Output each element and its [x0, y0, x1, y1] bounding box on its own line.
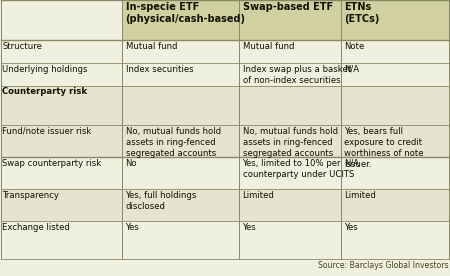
Bar — [1, 221, 122, 259]
Text: Index swap plus a basket
of non-index securities: Index swap plus a basket of non-index se… — [243, 65, 351, 85]
Bar — [341, 0, 449, 40]
Text: Exchange listed: Exchange listed — [2, 223, 70, 232]
Text: No, mutual funds hold
assets in ring-fenced
segregated accounts: No, mutual funds hold assets in ring-fen… — [243, 127, 338, 158]
Text: Limited: Limited — [344, 191, 376, 200]
Text: Yes: Yes — [344, 223, 358, 232]
Bar — [239, 125, 341, 157]
Bar — [239, 189, 341, 221]
Bar — [122, 63, 239, 86]
Text: Counterparty risk: Counterparty risk — [2, 87, 88, 97]
Text: Underlying holdings: Underlying holdings — [2, 65, 88, 74]
Bar — [122, 157, 239, 189]
Bar — [122, 125, 239, 157]
Text: No: No — [126, 159, 137, 168]
Text: Yes, bears full
exposure to credit
worthiness of note
issuer.: Yes, bears full exposure to credit worth… — [344, 127, 424, 169]
Text: Yes, full holdings
disclosed: Yes, full holdings disclosed — [126, 191, 197, 211]
Bar — [341, 157, 449, 189]
Text: Index securities: Index securities — [126, 65, 193, 74]
Bar — [239, 0, 341, 40]
Bar — [1, 125, 122, 157]
Text: Mutual fund: Mutual fund — [243, 42, 294, 51]
Text: ETNs
(ETCs): ETNs (ETCs) — [344, 2, 380, 24]
Bar — [239, 221, 341, 259]
Bar — [341, 40, 449, 63]
Bar — [239, 157, 341, 189]
Bar — [1, 189, 122, 221]
Text: Swap-based ETF: Swap-based ETF — [243, 2, 333, 12]
Text: Limited: Limited — [243, 191, 274, 200]
Text: N/A: N/A — [344, 159, 360, 168]
Bar — [122, 189, 239, 221]
Text: Yes, limited to 10% per
counterparty under UCITS: Yes, limited to 10% per counterparty und… — [243, 159, 354, 179]
Text: Structure: Structure — [2, 42, 42, 51]
Bar — [122, 40, 239, 63]
Text: N/A: N/A — [344, 65, 360, 74]
Bar — [1, 86, 122, 125]
Text: Swap counterparty risk: Swap counterparty risk — [2, 159, 102, 168]
Bar — [122, 221, 239, 259]
Text: Yes: Yes — [126, 223, 140, 232]
Bar — [341, 189, 449, 221]
Text: No, mutual funds hold
assets in ring-fenced
segregated accounts: No, mutual funds hold assets in ring-fen… — [126, 127, 220, 158]
Bar — [341, 125, 449, 157]
Text: Mutual fund: Mutual fund — [126, 42, 177, 51]
Bar — [341, 86, 449, 125]
Bar — [1, 259, 449, 276]
Bar — [239, 40, 341, 63]
Bar — [341, 63, 449, 86]
Text: In-specie ETF
(physical/cash-based): In-specie ETF (physical/cash-based) — [126, 2, 246, 24]
Text: Fund/note issuer risk: Fund/note issuer risk — [2, 127, 92, 136]
Bar — [122, 0, 239, 40]
Text: Transparency: Transparency — [2, 191, 59, 200]
Bar — [239, 86, 341, 125]
Text: Yes: Yes — [243, 223, 256, 232]
Bar — [1, 40, 122, 63]
Bar — [1, 0, 122, 40]
Text: Note: Note — [344, 42, 364, 51]
Bar — [1, 63, 122, 86]
Bar — [239, 63, 341, 86]
Text: Source: Barclays Global Investors: Source: Barclays Global Investors — [318, 261, 448, 270]
Bar — [122, 86, 239, 125]
Bar — [341, 221, 449, 259]
Bar — [1, 157, 122, 189]
